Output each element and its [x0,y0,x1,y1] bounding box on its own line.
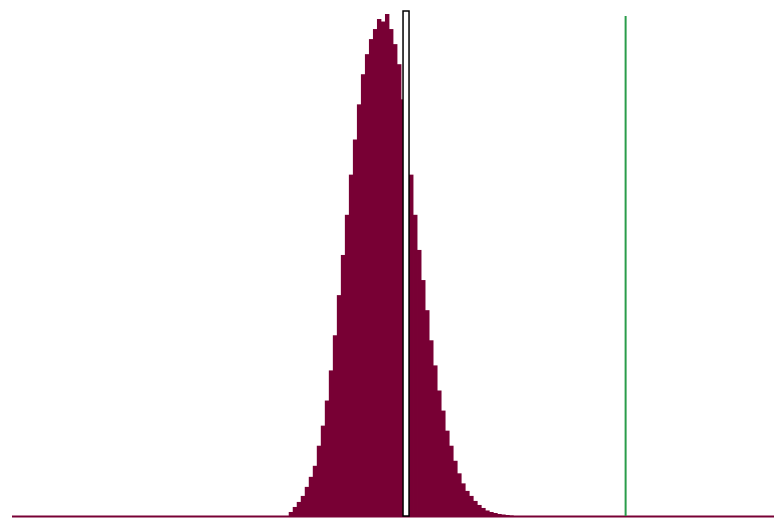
histogram-bar [300,495,306,516]
histogram-bar [352,139,358,516]
histogram-bar [469,495,474,516]
histogram-bar [368,39,374,516]
histogram-bar [332,335,338,516]
histogram-bar [485,510,490,516]
histogram-bar [425,310,430,516]
histogram-bar [437,390,442,516]
histogram-bar [449,445,454,516]
histogram-bar [324,400,330,516]
histogram-bar [308,476,314,516]
histogram-bar [360,74,366,517]
histogram-bar [292,506,298,516]
histogram-bar [457,473,462,516]
histogram-bar [461,483,466,516]
histogram-bar [316,445,322,516]
histogram-bar [312,465,318,516]
histogram-bar [376,19,382,517]
observed-value-marker [402,10,410,517]
histogram-bar [501,514,506,516]
histogram-bar [388,29,394,517]
histogram-bar [320,425,326,516]
histogram-bar [417,249,422,516]
histogram-bar [497,513,502,516]
histogram-bar [441,410,446,516]
histogram-bar [304,486,310,516]
histogram-bar [380,21,386,517]
histogram-bar [481,507,486,516]
histogram-bar [372,29,378,517]
histogram-bar [296,501,302,516]
histogram-bar [433,365,438,516]
histogram-bar [413,214,418,517]
histogram-bars [288,14,530,517]
histogram-bar [409,174,414,516]
histogram-bar [493,512,498,516]
histogram-bar [421,280,426,516]
histogram-bar [477,504,482,516]
histogram-bar [348,174,354,516]
histogram-bar [336,295,342,516]
histogram-bar [364,54,370,516]
histogram-bar [384,14,390,516]
histogram-bar [340,254,346,516]
histogram-bar [397,64,402,516]
histogram-bar [429,340,434,516]
histogram-bar [356,104,362,517]
histogram-bar [465,490,470,516]
histogram-bar [344,214,350,517]
histogram-bar [453,460,458,516]
histogram-bar [473,500,478,516]
histogram-bar [445,430,450,516]
histogram-bar [288,511,294,516]
histogram-bar [489,511,494,516]
histogram-bar [328,370,334,516]
histogram-bar [393,44,398,517]
